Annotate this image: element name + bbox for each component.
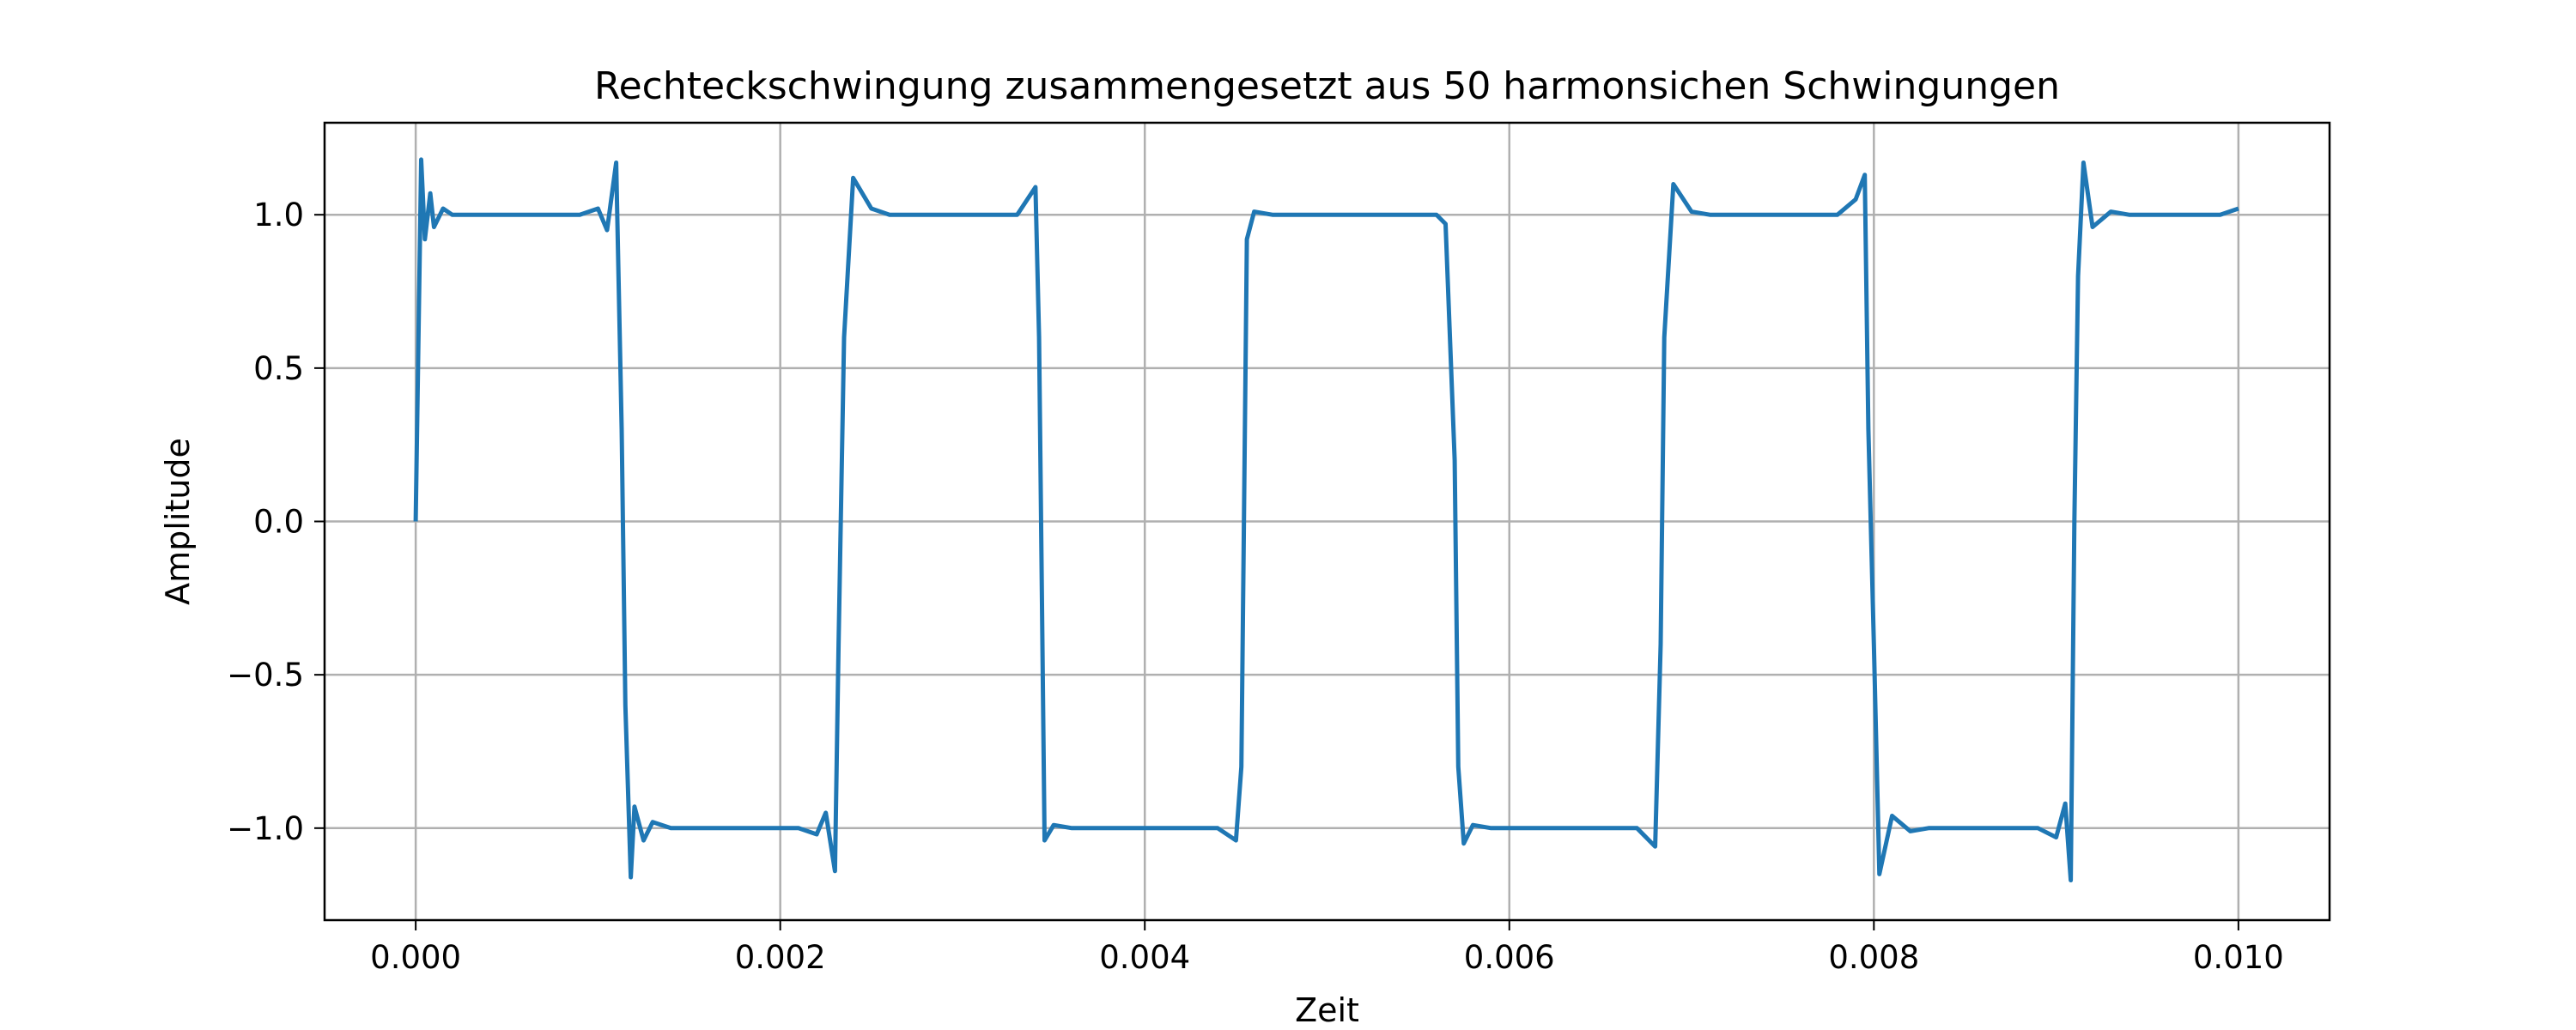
y-tick-label: 0.5: [253, 350, 304, 387]
y-axis-label: Amplitude: [159, 438, 197, 605]
grid-lines: [325, 123, 2330, 920]
x-tick-label: 0.006: [1464, 939, 1555, 976]
y-tick-label: −1.0: [227, 810, 304, 847]
axis-ticks: 0.000 0.002 0.004 0.006 0.008 0.010 −1.0 −0.5 0.…: [227, 197, 2284, 976]
chart-title: Rechteckschwingung zusammengesetzt aus 5…: [594, 64, 2060, 108]
x-tick-label: 0.002: [735, 939, 826, 976]
series-layer: [413, 157, 2239, 882]
x-tick-label: 0.004: [1099, 939, 1190, 976]
x-tick-label: 0.008: [1828, 939, 1919, 976]
y-tick-label: −0.5: [227, 657, 304, 694]
series-line: [413, 157, 2239, 882]
x-tick-label: 0.000: [370, 939, 461, 976]
y-tick-label: 1.0: [253, 197, 304, 233]
y-tick-label: 0.0: [253, 504, 304, 541]
x-axis-label: Zeit: [1295, 991, 1359, 1029]
x-tick-label: 0.010: [2193, 939, 2284, 976]
